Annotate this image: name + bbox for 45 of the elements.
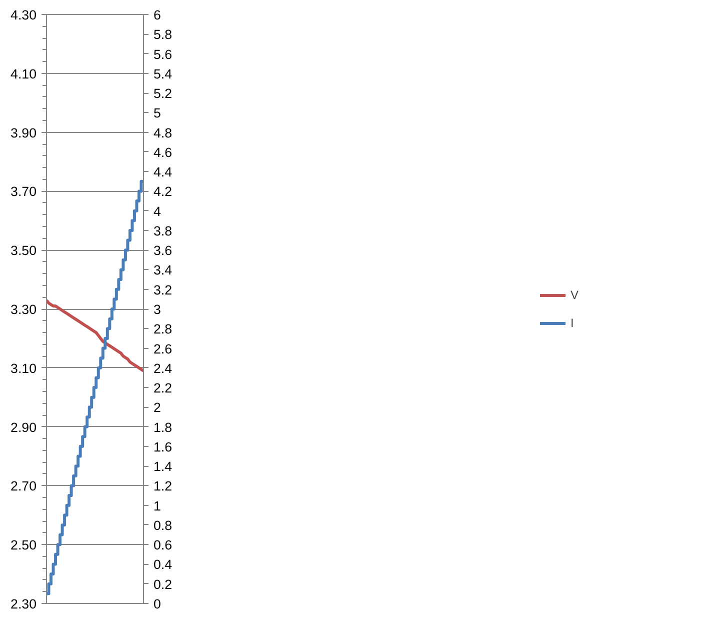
- y2-tick-label: 4: [154, 204, 162, 219]
- y2-tick-label: 3.6: [154, 243, 172, 258]
- y2-tick-label: 1.2: [154, 478, 172, 494]
- y2-tick-label: 3.8: [154, 223, 172, 238]
- y2-tick-label: 6: [154, 8, 161, 22]
- y-tick-label: 2.70: [10, 478, 37, 494]
- y2-tick-label: 4.6: [154, 144, 172, 160]
- y2-tick-label: 2.8: [154, 322, 172, 337]
- y2-tick-label: 3: [154, 302, 161, 317]
- y2-tick-label: 2.4: [154, 360, 173, 376]
- y2-tick-label: 0.6: [154, 538, 172, 553]
- y2-tick-label: 0.4: [154, 557, 173, 572]
- y-tick-label: 2.90: [10, 420, 37, 435]
- y-tick-label: 2.50: [10, 538, 37, 553]
- y2-tick-label: 3.4: [154, 262, 173, 278]
- y2-tick-label: 5.6: [154, 46, 172, 62]
- y2-tick-label: 5.2: [154, 86, 172, 102]
- y2-tick-label: 4.4: [154, 164, 173, 180]
- y2-tick-label: 2.2: [154, 380, 172, 396]
- y2-tick-label: 1.8: [154, 420, 172, 435]
- y2-tick-label: 0.2: [154, 576, 172, 592]
- y2-tick-label: 3.2: [154, 282, 172, 298]
- y2-tick-label: 5.8: [154, 27, 172, 42]
- line-series: [46, 298, 144, 372]
- y2-tick-label: 5: [154, 106, 161, 121]
- y2-tick-label: 4.2: [154, 184, 172, 200]
- y2-tick-label: 5.4: [154, 66, 173, 82]
- legend-label: I: [570, 316, 575, 330]
- y2-tick-label: 1: [154, 498, 161, 514]
- y-tick-label: 3.70: [10, 184, 37, 200]
- y2-tick-label: 4.8: [154, 125, 172, 140]
- legend-label: V: [570, 288, 580, 302]
- y2-tick-label: 1.6: [154, 439, 172, 454]
- y-tick-label: 3.90: [10, 125, 37, 140]
- y2-tick-label: 0.8: [154, 518, 172, 533]
- y-tick-label: 4.30: [10, 8, 37, 22]
- y2-tick-label: 2: [154, 400, 161, 416]
- y2-tick-label: 1.4: [154, 459, 173, 474]
- y-tick-label: 3.30: [10, 302, 37, 317]
- y-tick-label: 4.10: [10, 66, 37, 82]
- y-tick-label: 2.30: [10, 596, 37, 612]
- y-tick-label: 3.50: [10, 243, 37, 258]
- y-tick-label: 3.10: [10, 360, 37, 376]
- y2-tick-label: 2.6: [154, 341, 172, 356]
- y2-tick-label: 0: [154, 596, 161, 612]
